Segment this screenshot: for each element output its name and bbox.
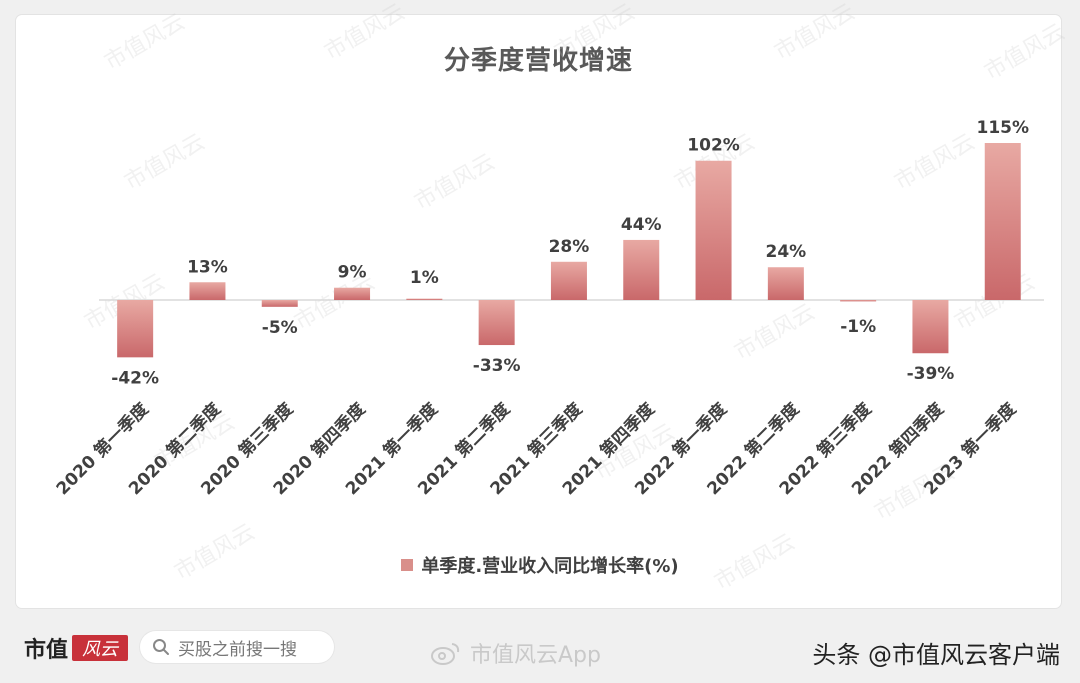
search-placeholder: 买股之前搜一搜	[178, 639, 297, 660]
legend-swatch	[401, 559, 414, 571]
weibo-icon	[431, 643, 460, 665]
bar	[840, 300, 877, 302]
bar	[406, 298, 443, 300]
data-label: 28%	[549, 237, 590, 257]
watermark-text: 市值风云	[411, 150, 500, 216]
bar	[334, 287, 371, 300]
brand: 市值 风云	[24, 631, 129, 665]
weibo-text: 市值风云App	[470, 643, 601, 668]
bar	[550, 261, 587, 300]
bar	[117, 300, 154, 358]
data-label: -39%	[907, 364, 955, 384]
brand-logo: 风云	[72, 635, 129, 661]
bar	[695, 160, 732, 300]
weibo-watermark: 市值风云App	[430, 637, 601, 669]
data-label: 24%	[765, 242, 806, 262]
data-label: 44%	[621, 215, 662, 235]
bar	[261, 300, 298, 307]
watermark-text: 市值风云	[771, 0, 860, 65]
data-label: 9%	[338, 263, 367, 283]
data-label: -33%	[473, 356, 521, 376]
watermark-text: 市值风云	[891, 130, 980, 196]
legend: 单季度.营业收入同比增长率(%)	[0, 552, 1080, 578]
legend-label: 单季度.营业收入同比增长率(%)	[421, 556, 679, 577]
watermark-text: 市值风云	[731, 300, 820, 366]
watermark-text: 市值风云	[551, 0, 640, 65]
data-label: -42%	[111, 368, 159, 388]
watermark-text: 市值风云	[101, 10, 190, 76]
chart-title: 分季度营收增速	[443, 46, 633, 76]
data-label: 115%	[976, 118, 1029, 138]
data-label: -1%	[840, 317, 876, 337]
search-icon	[153, 639, 169, 655]
bar	[189, 282, 226, 300]
toutiao-handle: 头条 @市值风云客户端	[812, 641, 1060, 669]
bar	[767, 267, 804, 300]
brand-name: 市值	[24, 638, 69, 663]
bar	[478, 300, 515, 346]
bar	[984, 143, 1021, 300]
data-label: 1%	[410, 268, 439, 288]
data-label: -5%	[262, 318, 298, 338]
search-box[interactable]: 买股之前搜一搜	[140, 631, 334, 663]
footer: 市值 风云 买股之前搜一搜 市值风云App 头条 @市值风云客户端	[0, 615, 1080, 683]
watermark-text: 市值风云	[981, 20, 1070, 86]
data-label: 13%	[187, 257, 228, 277]
bar	[912, 300, 949, 354]
data-label: 102%	[687, 136, 740, 156]
watermark-text: 市值风云	[121, 130, 210, 196]
bar	[623, 239, 660, 300]
chart-card	[16, 15, 1061, 608]
watermark-text: 市值风云	[321, 0, 410, 65]
